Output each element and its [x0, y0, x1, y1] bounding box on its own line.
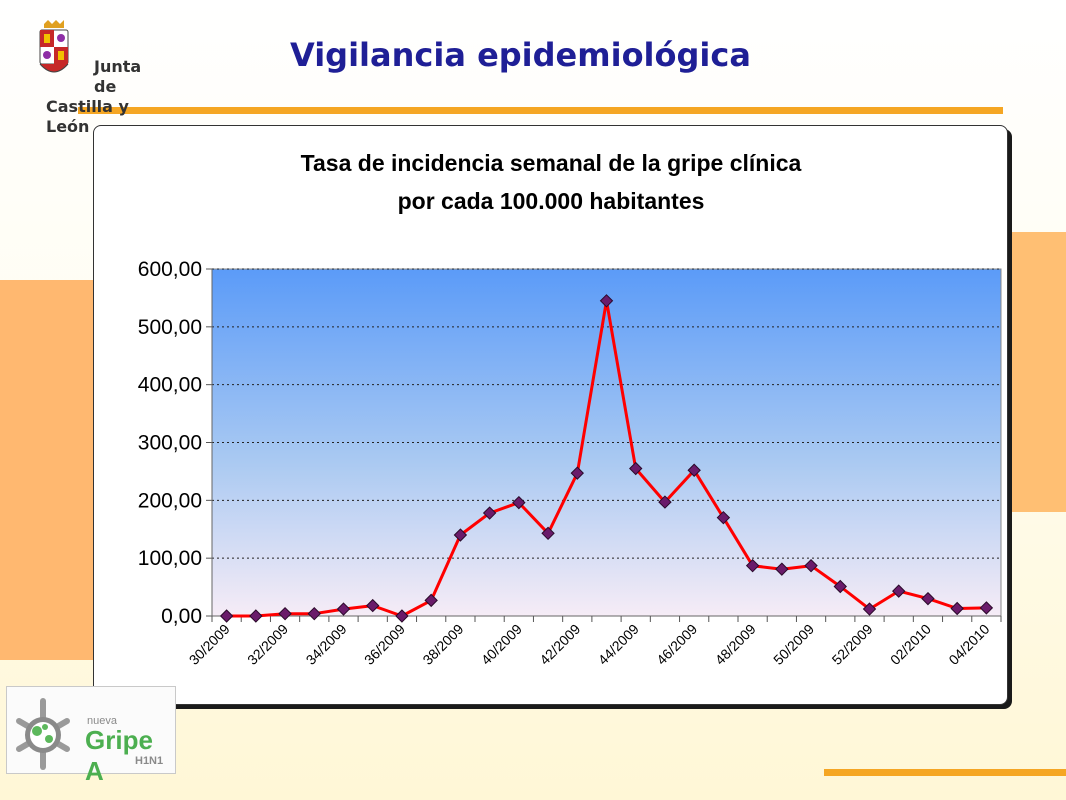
y-tick-labels: 0,00 100,00 200,00 300,00 400,00 500,00 600,00 — [138, 258, 202, 628]
y-tick-label: 600,00 — [138, 258, 202, 281]
data-point — [629, 461, 643, 476]
virus-icon — [16, 698, 70, 770]
data-point — [804, 558, 818, 573]
x-tick-label: 04/2010 — [945, 621, 992, 668]
data-point — [307, 606, 321, 621]
data-point — [336, 602, 351, 616]
gripe-logo-small: nueva — [87, 715, 117, 727]
data-point — [862, 602, 877, 616]
data-point — [395, 609, 409, 623]
y-tick-label: 400,00 — [138, 374, 202, 397]
y-tick-label: 200,00 — [138, 489, 202, 512]
x-tick-label: 44/2009 — [595, 621, 642, 668]
data-point — [512, 495, 526, 510]
x-tick-label: 36/2009 — [361, 621, 408, 668]
x-tick-label: 46/2009 — [653, 621, 700, 668]
data-point — [541, 526, 555, 541]
chart-title-line-2: por cada 100.000 habitantes — [398, 188, 705, 214]
y-tick-label: 500,00 — [138, 316, 202, 339]
junta-castilla-leon-logo: Junta de Castilla y León — [22, 15, 157, 136]
chart-frame: Tasa de incidencia semanal de la gripe c… — [93, 125, 1008, 705]
data-point — [921, 591, 935, 606]
x-tick-labels: 30/2009 32/2009 34/2009 36/2009 38/2009 40/20… — [186, 621, 993, 668]
data-point — [249, 609, 263, 623]
data-point — [570, 466, 584, 480]
x-tick-label: 38/2009 — [419, 621, 466, 668]
y-tick-label: 100,00 — [138, 547, 202, 570]
gripe-a-logo: nueva Gripe A H1N1 — [6, 686, 176, 786]
decor-right-block — [1012, 232, 1066, 512]
x-tick-label: 34/2009 — [303, 621, 350, 668]
page-title: Vigilancia epidemiológica — [290, 36, 751, 74]
decor-bottom-bar — [824, 769, 1066, 776]
data-point — [892, 584, 906, 598]
y-tick-label: 300,00 — [138, 432, 202, 455]
data-point — [658, 495, 672, 509]
data-point — [599, 294, 614, 308]
logo-line-2: Castilla y León — [46, 97, 129, 136]
x-tick-label: 48/2009 — [712, 621, 759, 668]
series-layer — [219, 294, 994, 623]
logo-text: Junta de Castilla y León — [46, 57, 157, 137]
gripe-logo-main: Gripe A — [85, 725, 153, 786]
x-tick-label: 02/2010 — [887, 621, 934, 668]
data-point — [278, 606, 292, 621]
coat-of-arms-icon — [39, 20, 69, 73]
x-tick-label: 50/2009 — [770, 621, 817, 668]
data-point — [453, 528, 468, 542]
data-point — [424, 593, 438, 608]
x-tick-label: 52/2009 — [829, 621, 876, 668]
data-point — [482, 506, 497, 520]
gripe-logo-sub: H1N1 — [135, 755, 164, 767]
x-tick-label: 32/2009 — [244, 621, 291, 668]
grid-lines — [212, 268, 1001, 559]
logo-line-1: Junta de — [94, 57, 142, 96]
data-point — [745, 558, 760, 573]
axes — [206, 268, 1002, 622]
data-point — [687, 463, 701, 477]
y-tick-label: 0,00 — [161, 605, 202, 628]
data-point — [833, 579, 847, 594]
data-point — [219, 609, 234, 623]
data-point — [775, 562, 789, 576]
x-tick-label: 42/2009 — [536, 621, 583, 668]
decor-title-underline — [78, 107, 1003, 114]
decor-left-block — [0, 280, 100, 660]
data-point — [366, 598, 380, 613]
x-tick-label: 40/2009 — [478, 621, 525, 668]
data-point — [979, 601, 994, 615]
chart-title-line-1: Tasa de incidencia semanal de la gripe c… — [301, 150, 802, 176]
data-point — [716, 510, 731, 525]
data-point — [950, 601, 964, 616]
incidence-line-chart: Tasa de incidencia semanal de la gripe c… — [138, 150, 1002, 668]
